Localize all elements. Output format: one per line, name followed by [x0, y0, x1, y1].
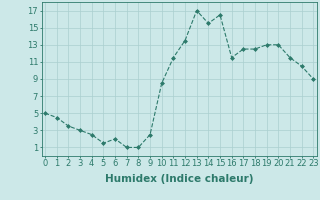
X-axis label: Humidex (Indice chaleur): Humidex (Indice chaleur)	[105, 174, 253, 184]
